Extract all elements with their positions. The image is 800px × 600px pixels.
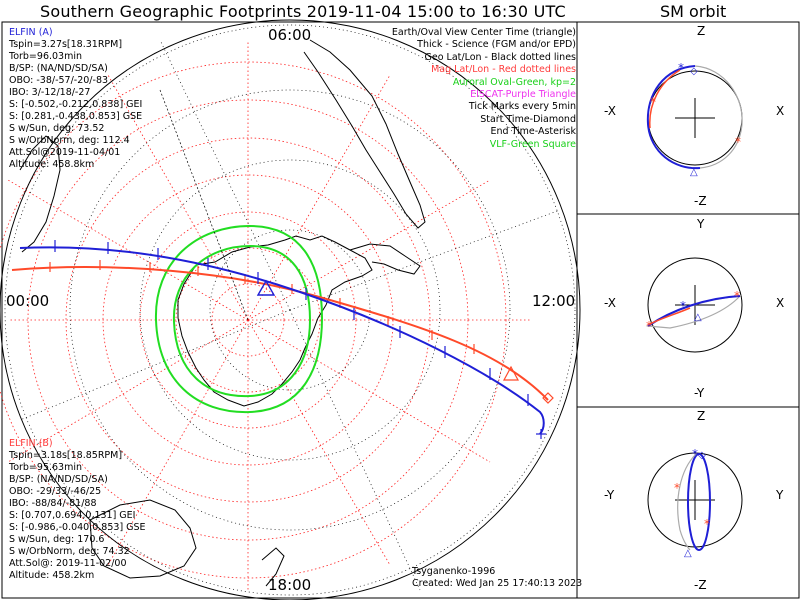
- sm-p3-bottom: -Z: [694, 578, 707, 592]
- elfin-a-end-asterisk: [536, 429, 546, 439]
- antarctica-coastline: [177, 235, 373, 407]
- elfin-a-info: ELFIN (A) Tspin=3.27s[18.31RPM] Torb=96.…: [9, 27, 142, 171]
- view-center-line: [159, 89, 249, 321]
- elfin-b-ticks: [49, 260, 475, 354]
- auroral-oval-outer: [154, 224, 324, 414]
- model-name: Tsyganenko-1996: [412, 566, 496, 577]
- sm-panel-3-frame: [576, 406, 800, 599]
- svg-text:*: *: [680, 299, 686, 313]
- footer: Tsyganenko-1996 Created: Wed Jan 25 17:4…: [412, 566, 582, 590]
- geo-latitude-circles: [4, 24, 576, 596]
- legend-item: Earth/Oval View Center Time (triangle): [391, 27, 576, 38]
- elfin-a-view-triangle: [256, 279, 276, 296]
- elfin-a-line: IBO: 3/-12/18/-27: [9, 87, 91, 98]
- sm-p2-bottom: -Y: [694, 386, 705, 400]
- sm-panel-2: * * * △: [646, 257, 743, 353]
- elfin-a-line: B/SP: (NA/ND/SD/SA): [9, 63, 108, 74]
- hour-label-bottom: 18:00: [268, 576, 312, 594]
- svg-text:*: *: [704, 517, 710, 531]
- elfin-b-line: S: [0.707,0.694,0.131] GEI: [9, 510, 136, 521]
- auroral-oval-inner: [172, 244, 312, 398]
- elfin-a-line: Att.Sol@2019-11-04/01: [9, 147, 121, 158]
- sm-p2-right: X: [776, 296, 785, 310]
- elfin-b-line: OBO: -29/33/-46/25: [9, 486, 102, 497]
- elfin-b-track: [11, 266, 549, 401]
- svg-text:*: *: [692, 447, 698, 461]
- legend-item: Auroral Oval-Green, kp=2: [452, 76, 576, 88]
- mag-longitude-lines: [7, 40, 530, 590]
- elfin-b-name: ELFIN (B): [9, 438, 53, 449]
- elfin-a-line: S: [0.281,-0.438,0.853] GSE: [9, 111, 143, 122]
- svg-text:*: *: [650, 95, 656, 109]
- legend-item: EISCAT-Purple Triangle: [470, 88, 576, 100]
- sm-p2-top: Y: [697, 217, 705, 231]
- sm-panel-3: * * * ◇ △: [647, 447, 743, 559]
- svg-text:◇: ◇: [698, 450, 706, 461]
- africa-coastline: [19, 135, 61, 253]
- legend-item: Start Time-Diamond: [480, 113, 576, 125]
- legend: Earth/Oval View Center Time (triangle) T…: [380, 27, 576, 151]
- hour-label-left: 00:00: [6, 292, 50, 310]
- elfin-a-line: OBO: -38/-57/-20/-83: [9, 75, 109, 86]
- elfin-b-start-diamond: [542, 392, 554, 404]
- svg-text:*: *: [678, 61, 684, 75]
- svg-text:*: *: [646, 319, 652, 333]
- page-title: Southern Geographic Footprints 2019-11-0…: [40, 2, 566, 21]
- svg-text:△: △: [684, 548, 692, 559]
- sm-p2-left: -X: [604, 296, 616, 310]
- svg-text:*: *: [735, 135, 741, 149]
- elfin-b-line: Altitude: 458.2km: [9, 570, 95, 581]
- sm-panel-1: * * * ◇ △: [646, 61, 743, 178]
- legend-item: Tick Marks every 5min: [468, 101, 576, 113]
- earth-horizon: [0, 19, 581, 600]
- sm-p3-right: Y: [776, 488, 784, 502]
- elfin-b-line: S w/OrbNorm, deg: 74.32: [9, 546, 130, 557]
- elfin-b-info: ELFIN (B) Tspin=3.18s[18.85RPM] Torb=95.…: [9, 438, 146, 582]
- elfin-a-line: Altitude: 458.8km: [9, 159, 95, 170]
- sm-p1-left: -X: [604, 104, 616, 118]
- elfin-a-line: S w/Sun, deg: 73.52: [9, 123, 105, 134]
- elfin-a-track: [19, 246, 545, 435]
- svg-text:*: *: [734, 289, 740, 303]
- australia-coastline: [89, 499, 197, 579]
- elfin-b-line: Att.Sol@: 2019-11-02/00: [9, 558, 127, 569]
- elfin-b-line: B/SP: (NA/ND/SD/SA): [9, 474, 108, 485]
- legend-item: Thick - Science (FGM and/or EPD): [417, 39, 576, 51]
- elfin-a-ticks: [54, 240, 529, 406]
- antarctic-peninsula: [349, 243, 421, 275]
- sm-panel-2-frame: [576, 213, 800, 408]
- hour-label-right: 12:00: [532, 292, 576, 310]
- elfin-a-line: Tspin=3.27s[18.31RPM]: [9, 39, 123, 50]
- legend-item: Geo Lat/Lon - Black dotted lines: [424, 51, 576, 63]
- sm-p3-top: Z: [697, 409, 706, 423]
- geo-longitude-lines: [19, 39, 561, 591]
- sm-p3-left: -Y: [604, 488, 615, 502]
- hour-label-top: 06:00: [268, 26, 312, 44]
- elfin-a-line: Torb=96.03min: [9, 51, 83, 62]
- legend-item: End Time-Asterisk: [490, 126, 576, 138]
- new-zealand-coastline: [261, 547, 285, 587]
- sm-orbit-title: SM orbit: [660, 2, 727, 21]
- elfin-b-line: Torb=95.63min: [9, 462, 83, 473]
- elfin-b-line: Tspin=3.18s[18.85RPM]: [9, 450, 123, 461]
- elfin-a-line: S w/OrbNorm, deg: 112.4: [9, 135, 130, 146]
- elfin-b-view-triangle: [502, 365, 520, 381]
- elfin-a-line: S: [-0.502,-0.212,0.838] GEI: [9, 99, 143, 110]
- sm-p1-top: Z: [697, 24, 706, 38]
- svg-text:△: △: [690, 167, 698, 178]
- elfin-a-name: ELFIN (A): [9, 27, 53, 38]
- svg-text:△: △: [694, 312, 702, 323]
- sm-p1-right: X: [776, 104, 785, 118]
- elfin-b-line: S w/Sun, deg: 170.6: [9, 534, 105, 545]
- legend-item: Mag Lat/Lon - Red dotted lines: [431, 64, 576, 76]
- svg-text:◇: ◇: [690, 66, 698, 77]
- legend-item: VLF-Green Square: [489, 138, 576, 150]
- elfin-b-line: S: [-0.986,-0.040,0.853] GSE: [9, 522, 146, 533]
- elfin-b-line: IBO: -88/84/-81/88: [9, 498, 97, 509]
- svg-text:*: *: [674, 481, 680, 495]
- sm-p1-bottom: -Z: [694, 194, 707, 208]
- south-america-coastline: [303, 39, 426, 229]
- created-timestamp: Created: Wed Jan 25 17:40:13 2023: [412, 578, 583, 589]
